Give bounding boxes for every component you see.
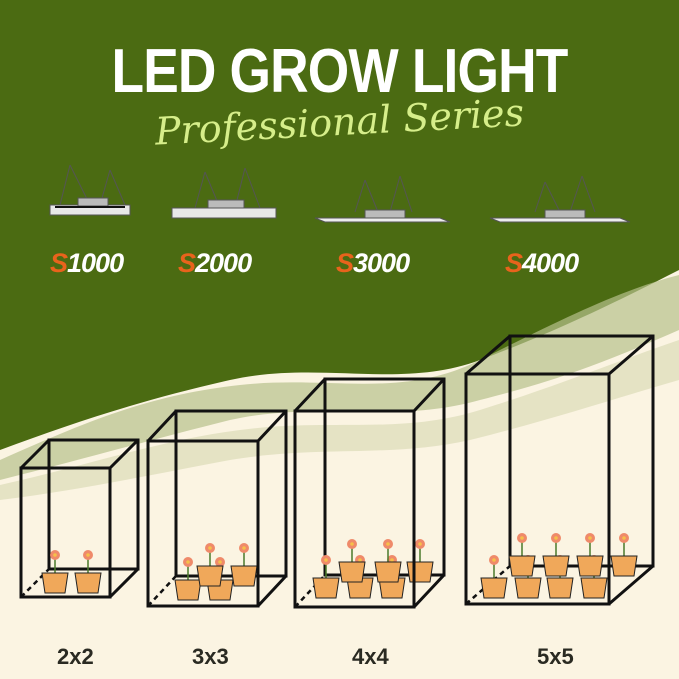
model-number: 4000	[522, 248, 579, 278]
potted-flower	[338, 539, 366, 583]
model-number: 1000	[67, 248, 124, 278]
tent-size-3x3: 3x3	[192, 644, 229, 669]
model-prefix: S	[505, 248, 523, 278]
model-number: 2000	[195, 248, 252, 278]
model-label-s1000: S1000	[50, 248, 124, 279]
model-label-s3000: S3000	[336, 248, 410, 279]
grow-light-s2000	[171, 167, 277, 219]
tent-size-4x4: 4x4	[352, 644, 389, 669]
potted-flower	[174, 557, 202, 601]
potted-flower	[480, 555, 508, 599]
model-label-s2000: S2000	[178, 248, 252, 279]
potted-flower	[406, 539, 434, 583]
grow-light-s1000	[49, 164, 131, 216]
potted-flower	[508, 533, 536, 577]
wave-pale	[0, 340, 679, 500]
model-label-s4000: S4000	[505, 248, 579, 279]
model-prefix: S	[336, 248, 354, 278]
model-number: 3000	[353, 248, 410, 278]
tent-size-5x5: 5x5	[537, 644, 574, 669]
grow-tent-3x3	[146, 409, 288, 608]
potted-flower	[41, 550, 69, 594]
potted-flower	[542, 533, 570, 577]
potted-flower	[346, 555, 374, 599]
tent-size-2x2: 2x2	[57, 644, 94, 669]
potted-flower	[196, 543, 224, 587]
page-title: LED GROW LIGHT	[111, 37, 569, 106]
potted-flower	[74, 550, 102, 594]
potted-flower	[374, 539, 402, 583]
potted-flower	[312, 555, 340, 599]
grow-light-s4000	[489, 175, 631, 223]
grow-light-s3000	[314, 175, 451, 223]
potted-flower	[610, 533, 638, 577]
model-prefix: S	[178, 248, 196, 278]
potted-flower	[230, 543, 258, 587]
grow-tent-2x2	[19, 438, 140, 599]
potted-flower	[576, 533, 604, 577]
model-prefix: S	[50, 248, 68, 278]
wave-light	[0, 275, 679, 480]
grow-tent-5x5	[464, 334, 655, 606]
grow-tent-4x4	[293, 377, 446, 609]
